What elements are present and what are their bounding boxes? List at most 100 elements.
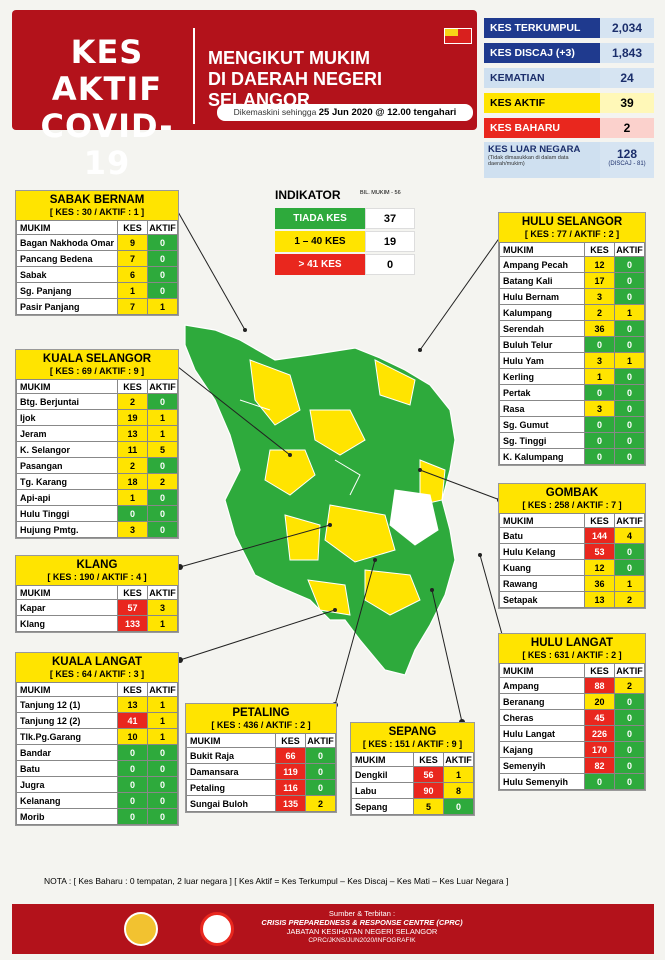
table-row: Hulu Langat 226 0	[499, 725, 645, 742]
stat-label: KES DISCAJ (+3)	[484, 43, 600, 63]
mukim-name: Hulu Kelang	[499, 543, 585, 560]
mukim-name: Cheras	[499, 709, 585, 726]
aktif-cell: 0	[614, 288, 645, 305]
district-name: SABAK BERNAM	[49, 194, 145, 206]
mukim-name: Jeram	[16, 425, 118, 442]
kes-cell: 1	[117, 489, 148, 506]
indicator-row: 1 – 40 KES 19	[275, 231, 415, 252]
kes-cell: 2	[117, 457, 148, 474]
kes-cell: 7	[117, 298, 148, 315]
mukim-name: Setapak	[499, 591, 585, 608]
indicator-legend: INDIKATOR BIL. MUKIM - 56 TIADA KES 37 1 –…	[275, 188, 415, 277]
aktif-cell: 0	[147, 792, 178, 809]
mukim-name: Kelanang	[16, 792, 118, 809]
mukim-name: Batu	[499, 527, 585, 544]
kes-cell: 36	[584, 320, 615, 337]
table-row: Pertak 0 0	[499, 384, 645, 401]
footer-source: Sumber & Terbitan : CRISIS PREPAREDNESS …	[242, 909, 482, 945]
mukim-name: Labu	[351, 782, 414, 799]
kes-cell: 0	[117, 744, 148, 761]
mukim-name: Serendah	[499, 320, 585, 337]
district-name: HULU SELANGOR	[521, 216, 623, 228]
aktif-cell: 0	[614, 368, 645, 385]
mukim-name: Jugra	[16, 776, 118, 793]
aktif-cell: 0	[614, 709, 645, 726]
table-row: Setapak 13 2	[499, 591, 645, 608]
col-kes: KES	[117, 682, 148, 697]
table-row: Pancang Bedena 7 0	[16, 250, 178, 267]
table-row: Btg. Berjuntai 2 0	[16, 393, 178, 410]
kes-cell: 57	[117, 599, 148, 616]
mukim-name: Beranang	[499, 693, 585, 710]
col-kes: KES	[584, 663, 615, 678]
mukim-name: Bukit Raja	[186, 747, 276, 764]
aktif-cell: 3	[147, 599, 178, 616]
col-aktif: AKTIF	[614, 513, 645, 528]
indicator-label: 1 – 40 KES	[275, 231, 365, 252]
aktif-cell: 0	[147, 776, 178, 793]
kes-cell: 135	[275, 795, 306, 812]
stat-row: KES TERKUMPUL 2,034	[484, 18, 654, 38]
map-region	[264, 449, 316, 496]
kes-cell: 0	[584, 384, 615, 401]
mukim-name: K. Kalumpang	[499, 448, 585, 465]
district-table: MUKIM KES AKTIF Dengkil 56 1 Labu 90 8 Sepang 5 0	[351, 752, 474, 815]
col-mukim: MUKIM	[16, 682, 118, 697]
table-row: Kapar 57 3	[16, 599, 178, 616]
mukim-name: Damansara	[186, 763, 276, 780]
aktif-cell: 0	[614, 741, 645, 758]
table-row: Kajang 170 0	[499, 741, 645, 758]
aktif-cell: 0	[614, 400, 645, 417]
col-aktif: AKTIF	[147, 682, 178, 697]
kes-cell: 0	[584, 416, 615, 433]
mukim-name: Klang	[16, 615, 118, 632]
col-kes: KES	[117, 220, 148, 235]
kes-cell: 116	[275, 779, 306, 796]
kes-cell: 0	[117, 776, 148, 793]
district-table: MUKIM KES AKTIF Btg. Berjuntai 2 0 Ijok 19 1 Jera…	[16, 379, 178, 538]
stat-value: 2,034	[600, 18, 654, 38]
table-row: Rasa 3 0	[499, 400, 645, 417]
mukim-name: Bagan Nakhoda Omar	[16, 234, 118, 251]
district-summary: [ KES : 64 / AKTIF : 3 ]	[49, 669, 145, 679]
table-row: Ijok 19 1	[16, 409, 178, 426]
mukim-name: Tanjung 12 (1)	[16, 696, 118, 713]
table-header: MUKIM KES AKTIF	[499, 242, 645, 257]
district-summary: [ KES : 436 / AKTIF : 2 ]	[211, 720, 311, 730]
mukim-name: Ampang Pecah	[499, 256, 585, 273]
table-row: Pasangan 2 0	[16, 457, 178, 474]
aktif-cell: 0	[147, 457, 178, 474]
aktif-cell: 2	[614, 677, 645, 694]
mukim-name: Sg. Panjang	[16, 282, 118, 299]
kes-cell: 53	[584, 543, 615, 560]
table-row: Batu 144 4	[499, 527, 645, 544]
table-row: Sungai Buloh 135 2	[186, 795, 336, 812]
mukim-name: Hulu Bernam	[499, 288, 585, 305]
page-title: KES AKTIF COVID-19	[40, 33, 174, 182]
mukim-name: Sg. Tinggi	[499, 432, 585, 449]
table-row: Hulu Semenyih 0 0	[499, 773, 645, 790]
aktif-cell: 0	[614, 559, 645, 576]
luar-value: 128	[616, 147, 638, 161]
district-sabak-bernam: SABAK BERNAM[ KES : 30 / AKTIF : 1 ] MUKI…	[15, 190, 179, 316]
mukim-name: Sepang	[351, 798, 414, 815]
table-header: MUKIM KES AKTIF	[186, 733, 336, 748]
district-summary: [ KES : 258 / AKTIF : 7 ]	[522, 500, 622, 510]
aktif-cell: 0	[147, 282, 178, 299]
aktif-cell: 0	[147, 521, 178, 538]
col-kes: KES	[117, 379, 148, 394]
stat-label: KES BAHARU	[484, 118, 600, 138]
aktif-cell: 0	[147, 505, 178, 522]
kes-cell: 18	[117, 473, 148, 490]
aktif-cell: 0	[614, 725, 645, 742]
table-row: Petaling 116 0	[186, 779, 336, 796]
mukim-name: Hulu Langat	[499, 725, 585, 742]
col-mukim: MUKIM	[16, 220, 118, 235]
kes-cell: 7	[117, 250, 148, 267]
table-header: MUKIM KES AKTIF	[499, 513, 645, 528]
table-row: Api-api 1 0	[16, 489, 178, 506]
aktif-cell: 1	[147, 712, 178, 729]
table-header: MUKIM KES AKTIF	[16, 379, 178, 394]
mukim-name: Api-api	[16, 489, 118, 506]
kes-cell: 3	[584, 400, 615, 417]
